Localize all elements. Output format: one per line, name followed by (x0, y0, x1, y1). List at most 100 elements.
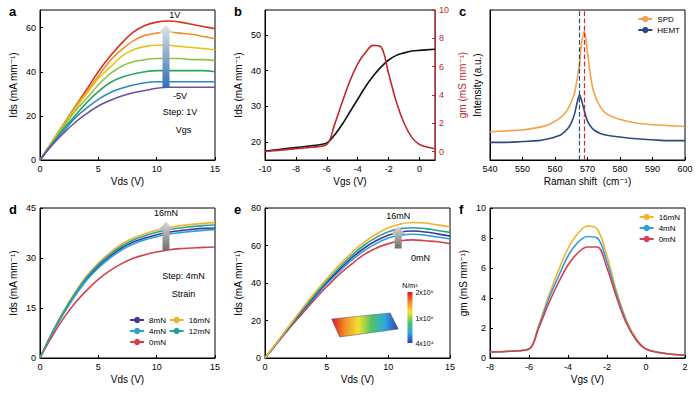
svg-text:550: 550 (515, 164, 530, 174)
svg-text:f: f (459, 202, 464, 217)
svg-text:4: 4 (481, 293, 486, 303)
svg-text:0: 0 (37, 362, 42, 372)
svg-text:gm (mS mm⁻¹): gm (mS mm⁻¹) (457, 52, 468, 118)
svg-text:16mN: 16mN (189, 316, 211, 325)
svg-text:8mN: 8mN (149, 316, 166, 325)
svg-text:0mN: 0mN (411, 253, 430, 263)
svg-text:600: 600 (677, 164, 692, 174)
svg-text:Step: 1V: Step: 1V (163, 107, 198, 117)
svg-text:HEMT: HEMT (657, 26, 680, 35)
svg-text:40: 40 (26, 67, 36, 77)
svg-text:N/m²: N/m² (402, 282, 418, 289)
svg-text:30: 30 (251, 101, 261, 111)
svg-text:45: 45 (26, 203, 36, 213)
svg-text:0: 0 (31, 353, 36, 363)
svg-text:Ids (mA mm⁻¹): Ids (mA mm⁻¹) (233, 52, 244, 117)
svg-text:15: 15 (210, 164, 220, 174)
svg-text:SPD: SPD (657, 15, 674, 24)
svg-text:10: 10 (152, 164, 162, 174)
svg-text:1x10⁶: 1x10⁶ (415, 315, 433, 322)
svg-text:d: d (9, 202, 17, 217)
svg-text:10: 10 (383, 362, 393, 372)
svg-text:Intensity (a.u.): Intensity (a.u.) (472, 53, 483, 116)
svg-text:4mN: 4mN (149, 327, 166, 336)
svg-text:-5V: -5V (173, 91, 187, 101)
svg-text:4: 4 (439, 90, 444, 100)
svg-text:6: 6 (481, 263, 486, 273)
svg-text:2: 2 (481, 323, 486, 333)
svg-text:Vgs: Vgs (176, 125, 192, 135)
svg-text:20: 20 (251, 316, 261, 326)
svg-text:0: 0 (37, 164, 42, 174)
svg-text:16mN: 16mN (386, 211, 410, 221)
svg-text:50: 50 (251, 30, 261, 40)
svg-text:-2: -2 (603, 362, 611, 372)
svg-text:570: 570 (580, 164, 595, 174)
svg-text:0: 0 (262, 362, 267, 372)
svg-text:-6: -6 (525, 362, 533, 372)
svg-text:-8: -8 (292, 164, 300, 174)
svg-text:15: 15 (210, 362, 220, 372)
svg-text:-2: -2 (385, 164, 393, 174)
svg-text:a: a (9, 4, 17, 19)
svg-text:30: 30 (26, 253, 36, 263)
svg-text:2: 2 (682, 362, 687, 372)
svg-text:gm (mS mm⁻¹): gm (mS mm⁻¹) (458, 250, 469, 316)
svg-text:16mN: 16mN (659, 213, 681, 222)
svg-text:5: 5 (96, 164, 101, 174)
svg-text:Vds (V): Vds (V) (341, 374, 374, 385)
svg-text:15: 15 (445, 362, 455, 372)
svg-text:c: c (459, 4, 466, 19)
svg-text:10: 10 (152, 362, 162, 372)
svg-text:0: 0 (439, 147, 444, 157)
svg-text:-4: -4 (354, 164, 362, 174)
svg-text:0: 0 (417, 164, 422, 174)
svg-text:b: b (234, 4, 242, 19)
svg-text:8: 8 (439, 33, 444, 43)
svg-text:Ids (mA mm⁻¹): Ids (mA mm⁻¹) (8, 52, 19, 117)
svg-text:-8: -8 (486, 362, 494, 372)
svg-text:590: 590 (645, 164, 660, 174)
svg-text:10: 10 (476, 203, 486, 213)
svg-text:40: 40 (251, 66, 261, 76)
svg-text:Vds (V): Vds (V) (111, 176, 144, 187)
svg-text:560: 560 (547, 164, 562, 174)
svg-text:Ids (mA mm⁻¹): Ids (mA mm⁻¹) (233, 250, 244, 315)
svg-text:Raman shift (cm⁻¹): Raman shift (cm⁻¹) (544, 176, 632, 187)
svg-text:16mN: 16mN (154, 208, 178, 218)
svg-text:5: 5 (324, 362, 329, 372)
svg-text:10: 10 (439, 5, 449, 15)
svg-text:0mN: 0mN (149, 338, 166, 347)
svg-text:2: 2 (439, 118, 444, 128)
svg-text:4mN: 4mN (659, 224, 676, 233)
svg-text:2x10⁶: 2x10⁶ (415, 289, 433, 296)
svg-text:-6: -6 (323, 164, 331, 174)
svg-text:e: e (234, 202, 241, 217)
svg-text:Vgs (V): Vgs (V) (333, 176, 366, 187)
svg-text:8: 8 (481, 233, 486, 243)
svg-text:0: 0 (643, 362, 648, 372)
svg-text:580: 580 (612, 164, 627, 174)
svg-text:60: 60 (251, 241, 261, 251)
svg-text:80: 80 (251, 203, 261, 213)
svg-text:0mN: 0mN (659, 235, 676, 244)
svg-text:20: 20 (251, 137, 261, 147)
svg-text:Step: 4mN: Step: 4mN (162, 271, 205, 281)
svg-text:Ids (mA mm⁻¹): Ids (mA mm⁻¹) (8, 250, 19, 315)
svg-text:-10: -10 (258, 164, 271, 174)
svg-text:15: 15 (26, 303, 36, 313)
svg-text:Strain: Strain (172, 289, 196, 299)
svg-text:0: 0 (31, 155, 36, 165)
svg-text:6: 6 (439, 62, 444, 72)
svg-text:1V: 1V (169, 10, 180, 20)
svg-text:12mN: 12mN (189, 327, 211, 336)
svg-text:-4: -4 (564, 362, 572, 372)
svg-text:20: 20 (26, 111, 36, 121)
svg-text:5: 5 (96, 362, 101, 372)
svg-text:4x10⁴: 4x10⁴ (415, 340, 433, 347)
svg-text:0: 0 (256, 353, 261, 363)
svg-text:60: 60 (26, 23, 36, 33)
svg-text:540: 540 (482, 164, 497, 174)
svg-text:Vgs (V): Vgs (V) (571, 374, 604, 385)
svg-text:Vds (V): Vds (V) (111, 374, 144, 385)
